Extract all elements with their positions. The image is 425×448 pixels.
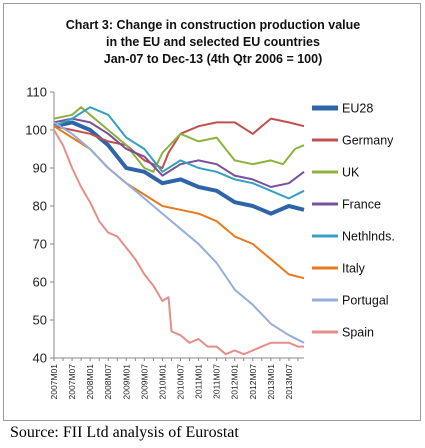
source-note: Source: FII Ltd analysis of Eurostat [10,424,239,441]
x-tick-label: 2013M01 [266,364,276,400]
series-line-eu28 [53,120,305,216]
legend-label: France [342,198,381,212]
chart-title: Chart 3: Change in construction producti… [65,18,361,32]
series-line-portugal [53,121,305,344]
line-chart: 40 50 60 70 80 90 100 110 2007M01 2007M07 2008M01 2… [25,85,395,400]
series-line-uk [53,106,305,173]
x-tick-label: 2010M01 [157,364,167,400]
x-tick-label: 2009M07 [139,364,149,400]
series-line-italy [53,125,305,280]
legend-label: EU28 [342,102,373,116]
legend-label: Nethlnds. [342,230,395,244]
x-tick-label: 2009M01 [121,364,131,400]
y-tick-label: 80 [33,199,47,214]
x-tick-label: 2007M07 [67,364,77,400]
x-tick-label: 2012M07 [248,364,258,400]
chart-subtitle-1: in the EU and selected EU countries [106,35,320,49]
legend-label: Italy [342,262,366,276]
y-tick-label: 50 [33,313,47,328]
y-tick-label: 60 [33,275,47,290]
x-tick-label: 2012M01 [230,364,240,400]
x-tick-label: 2011M07 [212,364,222,399]
x-tick-label: 2007M01 [49,364,59,400]
series-line-germany [53,117,305,169]
x-tick-label: 2013M07 [284,364,294,400]
x-tick-label: 2008M07 [103,364,113,400]
series-line-france [53,117,305,188]
legend-label: Spain [342,326,374,340]
x-tick-label: 2008M01 [85,364,95,400]
x-tick-label: 2011M01 [194,364,204,399]
series-line-nethlnds [53,106,305,200]
x-tick-label: 2010M07 [176,364,186,400]
chart-subtitle-2: Jan-07 to Dec-13 (4th Qtr 2006 = 100) [103,52,323,66]
legend-label: Portugal [342,294,389,308]
y-tick-label: 110 [26,85,47,100]
legend-label: Germany [342,134,394,148]
legend-label: UK [342,166,360,180]
chart-frame: Chart 3: Change in construction producti… [3,3,421,421]
series-line-spain [53,129,304,356]
y-tick-label: 100 [25,123,47,138]
y-tick-label: 40 [33,351,47,366]
y-tick-label: 70 [33,237,47,252]
y-tick-label: 90 [33,161,47,176]
